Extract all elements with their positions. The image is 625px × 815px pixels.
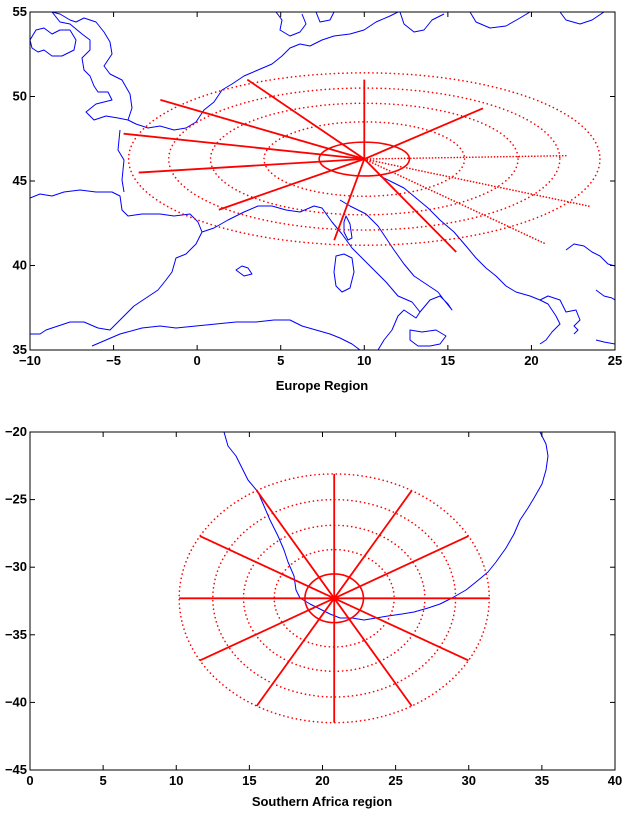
europe-bearing-line <box>123 132 365 160</box>
africa-bearing-line <box>199 535 335 600</box>
africa-xtick-label: 10 <box>169 773 183 788</box>
europe-xtick-label: 5 <box>277 353 284 368</box>
africa-ytick-label: −35 <box>5 627 27 642</box>
europe-xtick-label: 10 <box>357 353 371 368</box>
europe-bearing-line <box>363 158 457 253</box>
africa-xtick-label: 15 <box>242 773 256 788</box>
europe-coastline <box>30 12 615 350</box>
europe-xtick-label: 15 <box>441 353 455 368</box>
europe-xtick-label: 0 <box>194 353 201 368</box>
europe-xtick-label: 25 <box>608 353 622 368</box>
europe-xtick-label: −5 <box>106 353 121 368</box>
africa-xtick-label: 30 <box>462 773 476 788</box>
africa-ytick-label: −45 <box>5 762 27 777</box>
europe-range-ring <box>263 121 466 198</box>
europe-bearing-line <box>138 158 365 174</box>
europe-xlabel: Europe Region <box>276 378 369 393</box>
africa-ytick-label: −30 <box>5 559 27 574</box>
europe-bearing-line <box>363 154 568 160</box>
europe-ytick-label: 35 <box>13 342 27 357</box>
europe-bearing-line <box>218 158 365 211</box>
europe-bearing-line <box>363 107 484 160</box>
africa-range-grid <box>178 473 491 724</box>
europe-xtick-label: −10 <box>19 353 41 368</box>
europe-ytick-label: 40 <box>13 258 27 273</box>
africa-xtick-label: 40 <box>608 773 622 788</box>
europe-xtick-label: 20 <box>524 353 538 368</box>
africa-ytick-label: −40 <box>5 694 27 709</box>
europe-axes-box <box>29 11 616 351</box>
europe-range-grid <box>123 72 601 253</box>
europe-ytick-label: 45 <box>13 173 27 188</box>
africa-xtick-label: 25 <box>388 773 402 788</box>
europe-range-ring <box>127 72 601 247</box>
europe-bearing-line <box>160 99 365 160</box>
africa-xtick-label: 0 <box>26 773 33 788</box>
africa-bearing-line <box>199 597 335 662</box>
africa-bearing-line <box>333 597 469 662</box>
africa-bearing-line <box>255 597 335 707</box>
africa-xtick-label: 20 <box>315 773 329 788</box>
europe-ticks: −10 −5 0 5 10 15 20 25 35 40 45 50 55 <box>13 4 623 368</box>
africa-xtick-label: 35 <box>535 773 549 788</box>
europe-bearing-line <box>333 158 366 241</box>
africa-bearing-line <box>333 490 413 599</box>
africa-xlabel: Southern Africa region <box>252 794 392 809</box>
europe-bearing-line <box>363 158 546 245</box>
africa-bearing-line <box>255 490 335 599</box>
africa-panel: 0 5 10 15 20 25 30 35 40 −45 −40 −35 −30 −25 −20 South… <box>5 424 622 809</box>
europe-panel: −10 −5 0 5 10 15 20 25 35 40 45 50 55 Europe Region <box>13 4 623 393</box>
africa-ytick-label: −20 <box>5 424 27 439</box>
africa-axes-box <box>29 431 616 771</box>
africa-bearing-line <box>333 535 469 600</box>
europe-ytick-label: 55 <box>13 4 27 19</box>
africa-xtick-label: 5 <box>100 773 107 788</box>
europe-bearing-line <box>363 158 591 208</box>
europe-ytick-label: 50 <box>13 89 27 104</box>
africa-ytick-label: −25 <box>5 492 27 507</box>
africa-bearing-line <box>333 597 413 707</box>
africa-ticks: 0 5 10 15 20 25 30 35 40 −45 −40 −35 −30 −25 −20 <box>5 424 622 788</box>
europe-bearing-line <box>246 78 365 160</box>
